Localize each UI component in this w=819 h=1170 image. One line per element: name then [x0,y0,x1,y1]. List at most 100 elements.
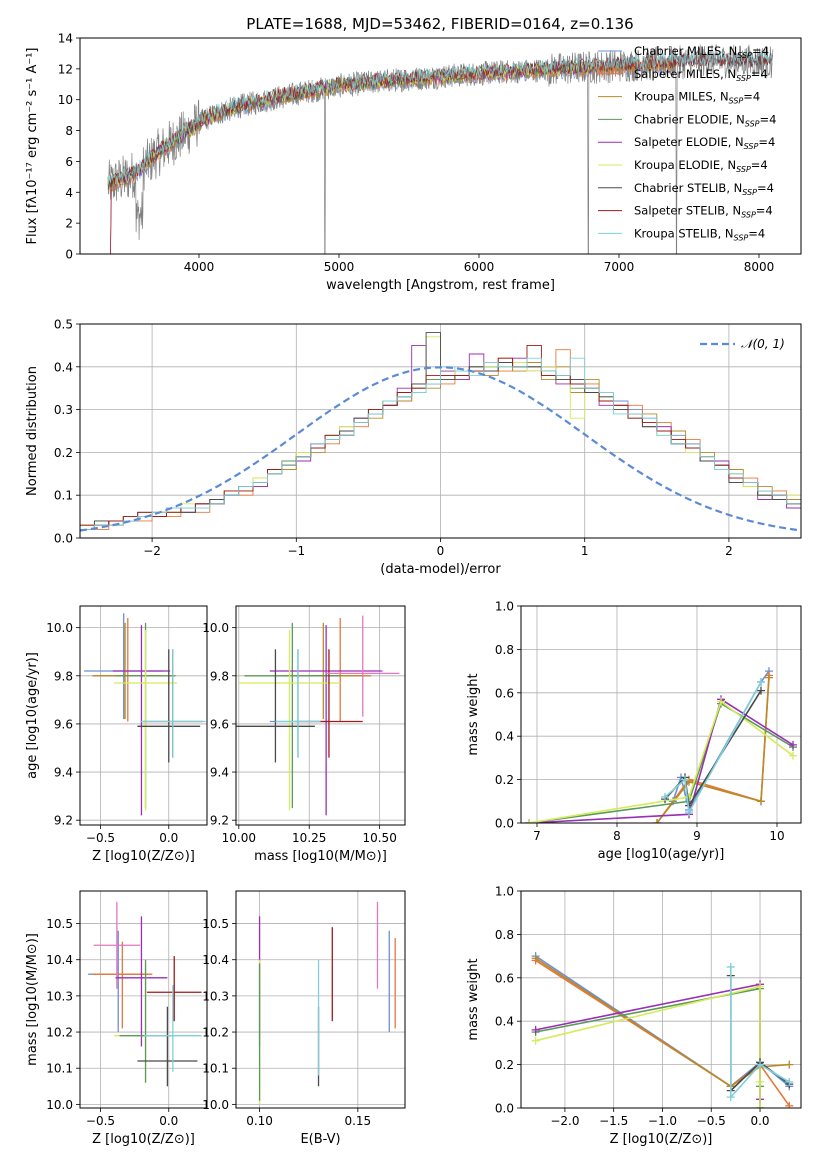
series-line [535,955,790,1088]
series-marker [661,792,669,801]
y-tick-label: 0.4 [54,360,73,374]
x-tick-label: 0 [437,544,445,558]
x-axis-label: Z [log10(Z/Z⊙)] [92,1132,195,1147]
series-marker [756,1077,765,1086]
y-tick-label: 10 [58,93,73,107]
histogram-step [80,366,801,530]
y-tick-label: 9.8 [54,669,73,683]
y-tick-label: 9.4 [54,766,73,780]
axes-frame [79,605,208,826]
axes-frame [235,890,406,1109]
series-marker [785,1101,794,1108]
y-axis-label: age [log10(age/yr)] [25,652,40,779]
y-axis-label: Flux [fλ10⁻¹⁷ erg cm⁻² s⁻¹ A⁻¹] [25,48,40,245]
x-tick-label: 7000 [604,260,635,274]
histogram-step [80,344,801,526]
series-marker [531,1036,540,1045]
histogram-step [80,349,801,530]
series-marker [757,677,765,686]
y-tick-label: 1.0 [495,885,514,899]
x-tick-label: −2 [143,544,161,558]
panel-mass-weight-vs-Z: −2.0 −1.5 −1.0 −0.5 0.0 0.0 0.2 0.4 0.6 0.8 1.0 Z [… [466,885,802,1147]
y-axis-label: Normed distribution [25,366,40,496]
x-axis-label: E(B-V) [300,1132,340,1147]
legend-label: Chabrier STELIB, NSSP=4 [634,181,774,197]
y-tick-label: 9.6 [210,717,229,731]
y-tick-label: 10.0 [46,1098,73,1112]
y-tick-label: 10.5 [46,917,73,931]
panel-age-vs-Z: −0.5 0.0 9.2 9.4 9.6 9.8 10.0 Z [log10(Z/Z⊙)] ag… [25,605,208,864]
legend-label: Kroupa MILES, NSSP=4 [634,90,760,106]
figure-title: PLATE=1688, MJD=53462, FIBERID=0164, z=0… [246,15,633,33]
y-tick-label: 10.0 [46,621,73,635]
y-tick-label: 0.6 [495,971,514,985]
y-tick-label: 2 [65,217,73,231]
y-tick-label: 9.4 [210,766,229,780]
x-tick-label: −1.0 [648,1114,677,1128]
series-line [528,702,794,823]
y-tick-label: 0.8 [495,643,514,657]
panel-mass-weight-vs-age: 7 8 9 10 0.0 0.2 0.4 0.6 0.8 1.0 age [log10(age/yr… [466,600,802,862]
x-tick-label: 0.15 [344,1114,371,1128]
legend-label: Kroupa ELODIE, NSSP=4 [634,158,768,174]
axes-frame [79,37,802,255]
x-tick-label: 0.0 [750,1114,769,1128]
y-tick-label: 10.2 [202,1026,229,1040]
panel-residuals: −2 −1 0 1 2 0.0 0.1 0.2 0.3 0.4 0.5 (data-model)/er… [25,318,802,577]
series-marker [757,686,765,695]
x-tick-label: −2.0 [550,1114,579,1128]
y-tick-label: 0.2 [54,446,73,460]
x-tick-label: 4000 [184,260,215,274]
y-tick-label: 14 [58,32,73,46]
x-axis-label: Z [log10(Z/Z⊙)] [610,1132,713,1147]
x-tick-label: 10.25 [292,831,326,845]
y-tick-label: 12 [58,62,73,76]
series-line [535,983,761,1108]
x-tick-label: 10.50 [362,831,396,845]
y-tick-label: 10.0 [202,621,229,635]
plot-area [236,615,400,816]
y-axis-label: mass [log10(M/M⊙)] [25,933,40,1066]
histogram-step [80,344,801,530]
plot-area [525,667,797,823]
x-axis-label: age [log10(age/yr)] [598,847,725,862]
y-tick-label: 0.2 [495,773,514,787]
y-tick-label: 0.1 [54,489,73,503]
x-tick-label: −0.5 [86,831,115,845]
series-marker [726,1093,735,1102]
series-marker [789,740,797,749]
axes-frame [79,890,208,1109]
x-tick-label: 7 [533,829,541,843]
x-axis-label: (data-model)/error [380,562,501,577]
legend-label: Salpeter MILES, NSSP=4 [634,67,768,83]
y-tick-label: 4 [65,186,73,200]
x-tick-label: −1.5 [599,1114,628,1128]
x-tick-label: 8000 [744,260,775,274]
y-tick-label: 10.4 [202,953,229,967]
series-marker [685,808,693,817]
y-tick-label: 0.6 [495,686,514,700]
y-tick-label: 10.1 [202,1062,229,1076]
plot-area [88,901,202,1087]
panel-age-vs-mass: 10.00 10.25 10.50 9.2 9.4 9.6 9.8 10.0 mass [log… [202,605,406,864]
y-tick-label: 0.4 [495,730,514,744]
x-tick-label: −0.5 [697,1114,726,1128]
x-tick-label: 0.0 [159,831,178,845]
y-tick-label: 10.1 [46,1062,73,1076]
legend-label: Chabrier ELODIE, NSSP=4 [634,112,776,128]
y-tick-label: 1.0 [495,600,514,614]
series-marker [756,982,765,991]
series-marker [765,673,773,682]
series-line [730,967,790,1100]
series-line [535,985,761,1108]
x-tick-label: 1 [581,544,589,558]
y-tick-label: 6 [65,155,73,169]
series-marker [726,962,735,971]
axes-frame [79,323,802,539]
x-axis-label: Z [log10(Z/Z⊙)] [92,849,195,864]
y-tick-label: 8 [65,124,73,138]
x-tick-label: 10.00 [222,831,256,845]
axes-frame [520,890,802,1109]
axes-frame [520,605,802,824]
series-marker [681,775,689,784]
